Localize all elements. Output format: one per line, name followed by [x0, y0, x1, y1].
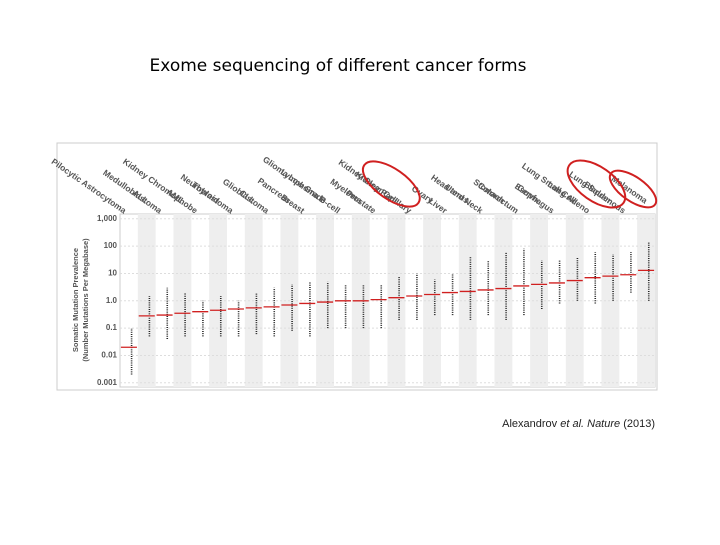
band — [458, 214, 477, 387]
y-tick-label: 0.01 — [101, 351, 117, 360]
y-tick-label: 1.0 — [106, 296, 118, 305]
band — [565, 214, 584, 387]
x-tick-label: Prostate — [344, 188, 378, 216]
band — [173, 214, 192, 387]
citation-part: (2013) — [620, 418, 655, 430]
band — [137, 214, 156, 387]
y-axis-label: Somatic Mutation Prevalence — [71, 248, 80, 352]
y-tick-label: 100 — [104, 241, 118, 250]
band — [530, 214, 548, 387]
y-axis-label: (Number Mutations Per Megabase) — [81, 238, 90, 362]
citation-part: Alexandrov — [502, 418, 560, 430]
x-tick-label: Liver — [427, 196, 450, 216]
citation: Alexandrov et al. Nature (2013) — [502, 418, 655, 430]
y-tick-label: 1,000 — [97, 214, 118, 223]
band — [494, 214, 513, 387]
x-tick-label: Lymphoma B-cell — [279, 167, 343, 216]
plot: 1,000 100 10 1.0 0.1 0.01 0.001 — [97, 213, 656, 388]
citation-part: et al. Nature — [560, 418, 620, 430]
x-tick-label: Breast — [279, 192, 307, 215]
highlight-circle — [566, 159, 627, 209]
highlight-circle — [608, 169, 658, 209]
highlight-circle — [361, 160, 421, 208]
y-tick-label: 0.001 — [97, 378, 118, 387]
slide-title: Exome sequencing of different cancer for… — [150, 56, 527, 76]
x-tick-label: Colorectum — [476, 180, 521, 216]
y-tick-label: 0.1 — [106, 323, 118, 332]
y-tick-label: 10 — [108, 269, 117, 278]
band — [209, 214, 227, 387]
band — [601, 214, 620, 387]
band — [637, 214, 655, 387]
chart-frame — [56, 142, 658, 391]
